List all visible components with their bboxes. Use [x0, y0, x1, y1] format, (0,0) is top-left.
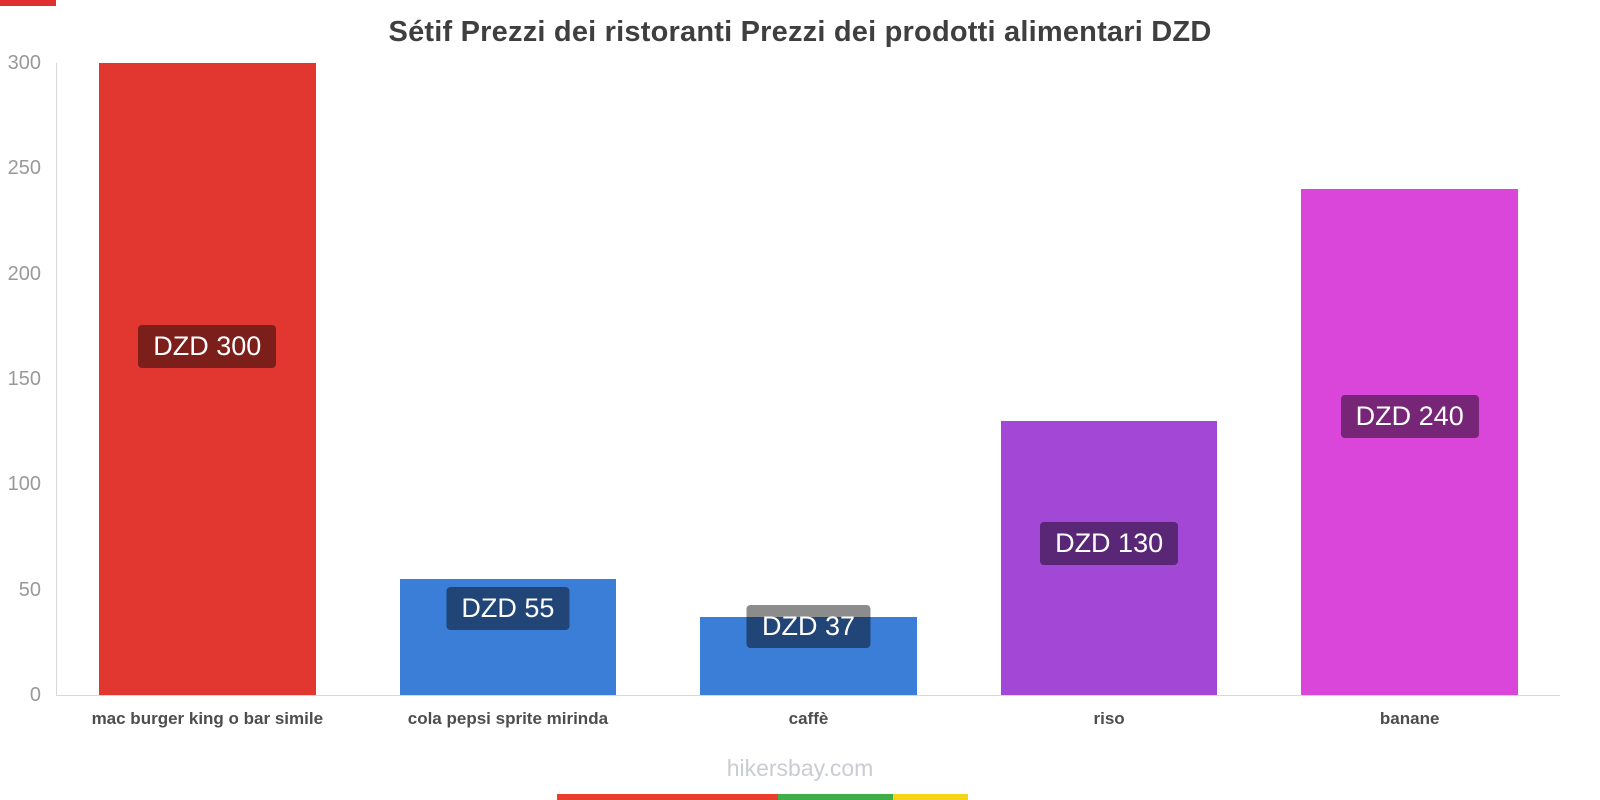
- bar-4: [1000, 421, 1218, 695]
- decor-color-segment: [0, 0, 56, 6]
- bar-slot: DZD 37 caffè: [658, 63, 959, 728]
- y-axis-tick-label: 250: [7, 157, 41, 180]
- decor-color-segment: [556, 794, 778, 800]
- x-axis-line: [56, 695, 1560, 696]
- bottom-decor-strip: [0, 794, 1600, 800]
- y-axis-tick-label: 0: [29, 684, 41, 706]
- y-axis-tick-label: 50: [18, 578, 41, 601]
- bar-slot: DZD 240 banane: [1259, 63, 1560, 728]
- bar-slot: DZD 130 riso: [959, 63, 1260, 728]
- chart-title: Sétif Prezzi dei ristoranti Prezzi dei p…: [388, 16, 1212, 48]
- x-axis-category-label: banane: [1379, 709, 1440, 728]
- x-axis-category-label: cola pepsi sprite mirinda: [407, 709, 609, 728]
- y-axis-tick-label: 200: [7, 262, 41, 285]
- decor-color-segment: [892, 794, 968, 800]
- bar-3: [700, 617, 917, 695]
- y-axis-line: [56, 63, 57, 695]
- bar-1: [99, 63, 316, 695]
- x-axis-category-label: caffè: [788, 709, 829, 728]
- bar-slot: DZD 55 cola pepsi sprite mirinda: [358, 63, 659, 728]
- bar-value-label: DZD 55: [446, 587, 570, 631]
- bar-value-label: DZD 37: [746, 605, 870, 649]
- bar-5: [1301, 189, 1518, 695]
- y-axis-tick-label: 150: [7, 368, 41, 390]
- bar-value-label: DZD 300: [138, 325, 277, 369]
- bar-2: [399, 579, 617, 695]
- footer-watermark: hikersbay.com: [726, 755, 874, 781]
- y-axis: 0 50 100 150 200 250 300: [0, 52, 48, 706]
- bar-value-label: DZD 130: [1040, 522, 1179, 566]
- decor-color-segment: [777, 794, 893, 800]
- top-decor-strip: [0, 0, 1600, 6]
- plot-area: DZD 300 mac burger king o bar simile DZD 5…: [56, 63, 1560, 728]
- bar-slot: DZD 300 mac burger king o bar simile: [57, 63, 358, 728]
- x-axis-category-label: riso: [1093, 709, 1125, 728]
- y-axis-tick-label: 300: [7, 52, 41, 74]
- bar-value-label: DZD 240: [1340, 394, 1479, 438]
- y-axis-tick-label: 100: [7, 473, 41, 496]
- x-axis-category-label: mac burger king o bar simile: [91, 709, 324, 728]
